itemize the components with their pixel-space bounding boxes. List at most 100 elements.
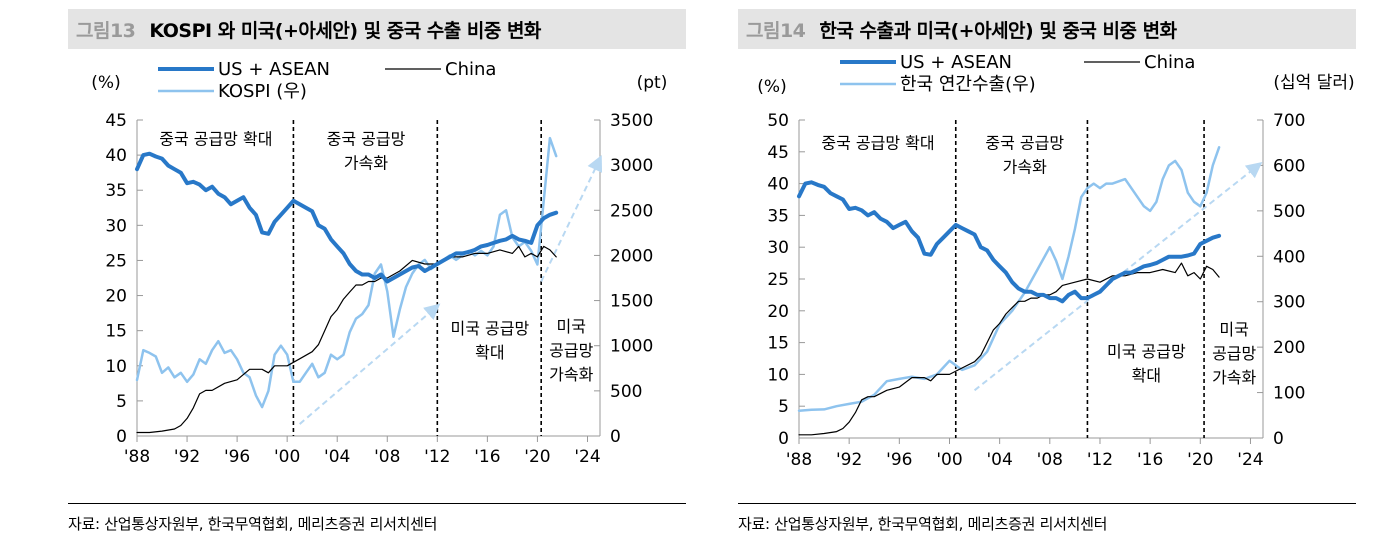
x-tick-label: '20 [1187,450,1213,470]
right-y-tick-label: 200 [1273,338,1305,358]
period-annotation: 공급망 [1212,344,1256,363]
left-y-tick-label: 10 [105,357,127,377]
x-tick-label: '16 [474,447,500,467]
figure-13-chart: (%) (pt) 0 5 10 15 20 25 30 35 40 45 0 500 1000 1500 200… [91,59,668,467]
x-tick-label: '00 [274,447,300,467]
x-tick-label: '24 [1237,450,1263,470]
right-y-tick-label: 0 [610,427,621,447]
figure-13-source: 자료: 산업통상자원부, 한국무역협회, 메리츠증권 리서치센터 [68,515,438,533]
left-y-tick-label: 0 [778,429,789,449]
figure-14-number: 그림14 [746,19,806,42]
period-annotation: 미국 [1219,320,1248,339]
x-tick-label: '96 [886,450,912,470]
legend-label: China [445,59,496,80]
right-y-tick-label: 3000 [610,156,653,176]
figure-14-source: 자료: 산업통상자원부, 한국무역협회, 메리츠증권 리서치센터 [738,515,1108,533]
trend-arrow [540,155,603,282]
x-tick-label: '96 [224,447,250,467]
left-y-tick-label: 30 [767,238,789,258]
left-axis-unit-label: (%) [757,77,786,97]
legend-label: KOSPI (우) [218,81,307,102]
right-y-tick-label: 100 [1273,384,1305,404]
period-annotation: 가속화 [344,154,388,173]
left-y-tick-label: 50 [767,111,789,131]
left-y-tick-label: 5 [116,392,127,412]
legend-label: China [1144,52,1195,73]
trend-arrow [299,303,441,425]
figure-13-source-divider [68,503,686,504]
period-annotation: 공급망 [549,341,593,360]
left-y-tick-label: 20 [105,287,127,307]
period-annotation: 가속화 [1003,158,1047,177]
x-tick-label: '92 [174,447,200,467]
period-annotation: 가속화 [1212,368,1256,387]
x-tick-label: '88 [786,450,812,470]
left-y-tick-label: 45 [767,143,789,163]
x-tick-label: '16 [1137,450,1163,470]
left-axis-unit-label: (%) [91,73,120,93]
right-y-tick-label: 1500 [610,292,653,312]
figure-14-title-bar: 그림14 한국 수출과 미국(+아세안) 및 중국 비중 변화 [738,9,1356,49]
figure-13-panel: 그림13 KOSPI 와 미국(+아세안) 및 중국 수출 비중 변화 (%) (… [30,0,686,542]
left-y-tick-label: 40 [767,175,789,195]
figure-13-title-bar: 그림13 KOSPI 와 미국(+아세안) 및 중국 수출 비중 변화 [68,9,686,49]
right-y-tick-label: 0 [1273,429,1284,449]
right-y-tick-label: 400 [1273,247,1305,267]
right-y-tick-label: 600 [1273,156,1305,176]
x-tick-label: '04 [324,447,350,467]
left-y-tick-label: 35 [105,181,127,201]
period-annotation: 중국 공급망 [985,134,1064,153]
series-line [135,136,558,409]
series-line [797,180,1222,304]
period-annotation: 미국 공급망 [451,319,530,338]
right-y-tick-label: 2500 [610,201,653,221]
x-tick-label: '08 [1037,450,1063,470]
right-y-tick-label: 500 [610,382,642,402]
right-y-tick-label: 700 [1273,111,1305,131]
x-tick-label: '12 [1087,450,1113,470]
right-y-tick-label: 1000 [610,337,653,357]
left-y-tick-label: 5 [778,397,789,417]
series-line [797,146,1221,412]
figure-14-title: 한국 수출과 미국(+아세안) 및 중국 비중 변화 [819,19,1177,42]
right-y-tick-label: 2000 [610,246,653,266]
series-line [135,151,559,284]
right-y-tick-label: 3500 [610,111,653,131]
x-tick-label: '04 [986,450,1012,470]
left-y-tick-label: 35 [767,206,789,226]
period-annotation: 확대 [1132,366,1161,385]
figure-14-chart: (%) (십억 달러)051015202530354045500100200300… [757,52,1354,470]
x-tick-label: '20 [524,447,550,467]
period-annotation: 미국 공급망 [1107,342,1186,361]
x-tick-label: '88 [124,447,150,467]
period-annotation: 중국 공급망 확대 [821,134,934,153]
right-y-tick-label: 300 [1273,293,1305,313]
left-y-tick-label: 20 [767,302,789,322]
period-annotation: 중국 공급망 확대 [159,130,272,149]
right-y-tick-label: 500 [1273,202,1305,222]
figure-13-title: KOSPI 와 미국(+아세안) 및 중국 수출 비중 변화 [149,19,541,42]
period-annotation: 확대 [475,343,504,362]
left-y-tick-label: 30 [105,216,127,236]
x-tick-label: '24 [574,447,600,467]
left-y-tick-label: 25 [767,270,789,290]
x-tick-label: '00 [936,450,962,470]
left-y-tick-label: 15 [767,334,789,354]
period-annotation: 가속화 [549,365,593,384]
x-tick-label: '12 [424,447,450,467]
x-tick-label: '08 [374,447,400,467]
left-y-tick-label: 40 [105,146,127,166]
left-y-tick-label: 45 [105,111,127,131]
right-axis-unit-label: (pt) [637,73,668,93]
legend-label: US + ASEAN [218,59,330,80]
left-y-tick-label: 15 [105,322,127,342]
figure-14-panel: 그림14 한국 수출과 미국(+아세안) 및 중국 비중 변화 (%) (십억 달… [700,0,1356,542]
legend-label: US + ASEAN [900,52,1012,73]
series-line [136,245,557,434]
left-y-tick-label: 10 [767,365,789,385]
left-y-tick-label: 25 [105,251,127,271]
period-annotation: 중국 공급망 [327,130,406,149]
x-tick-label: '92 [836,450,862,470]
legend-label: 한국 연간수출(우) [900,74,1036,95]
figure-14-source-divider [738,503,1356,504]
